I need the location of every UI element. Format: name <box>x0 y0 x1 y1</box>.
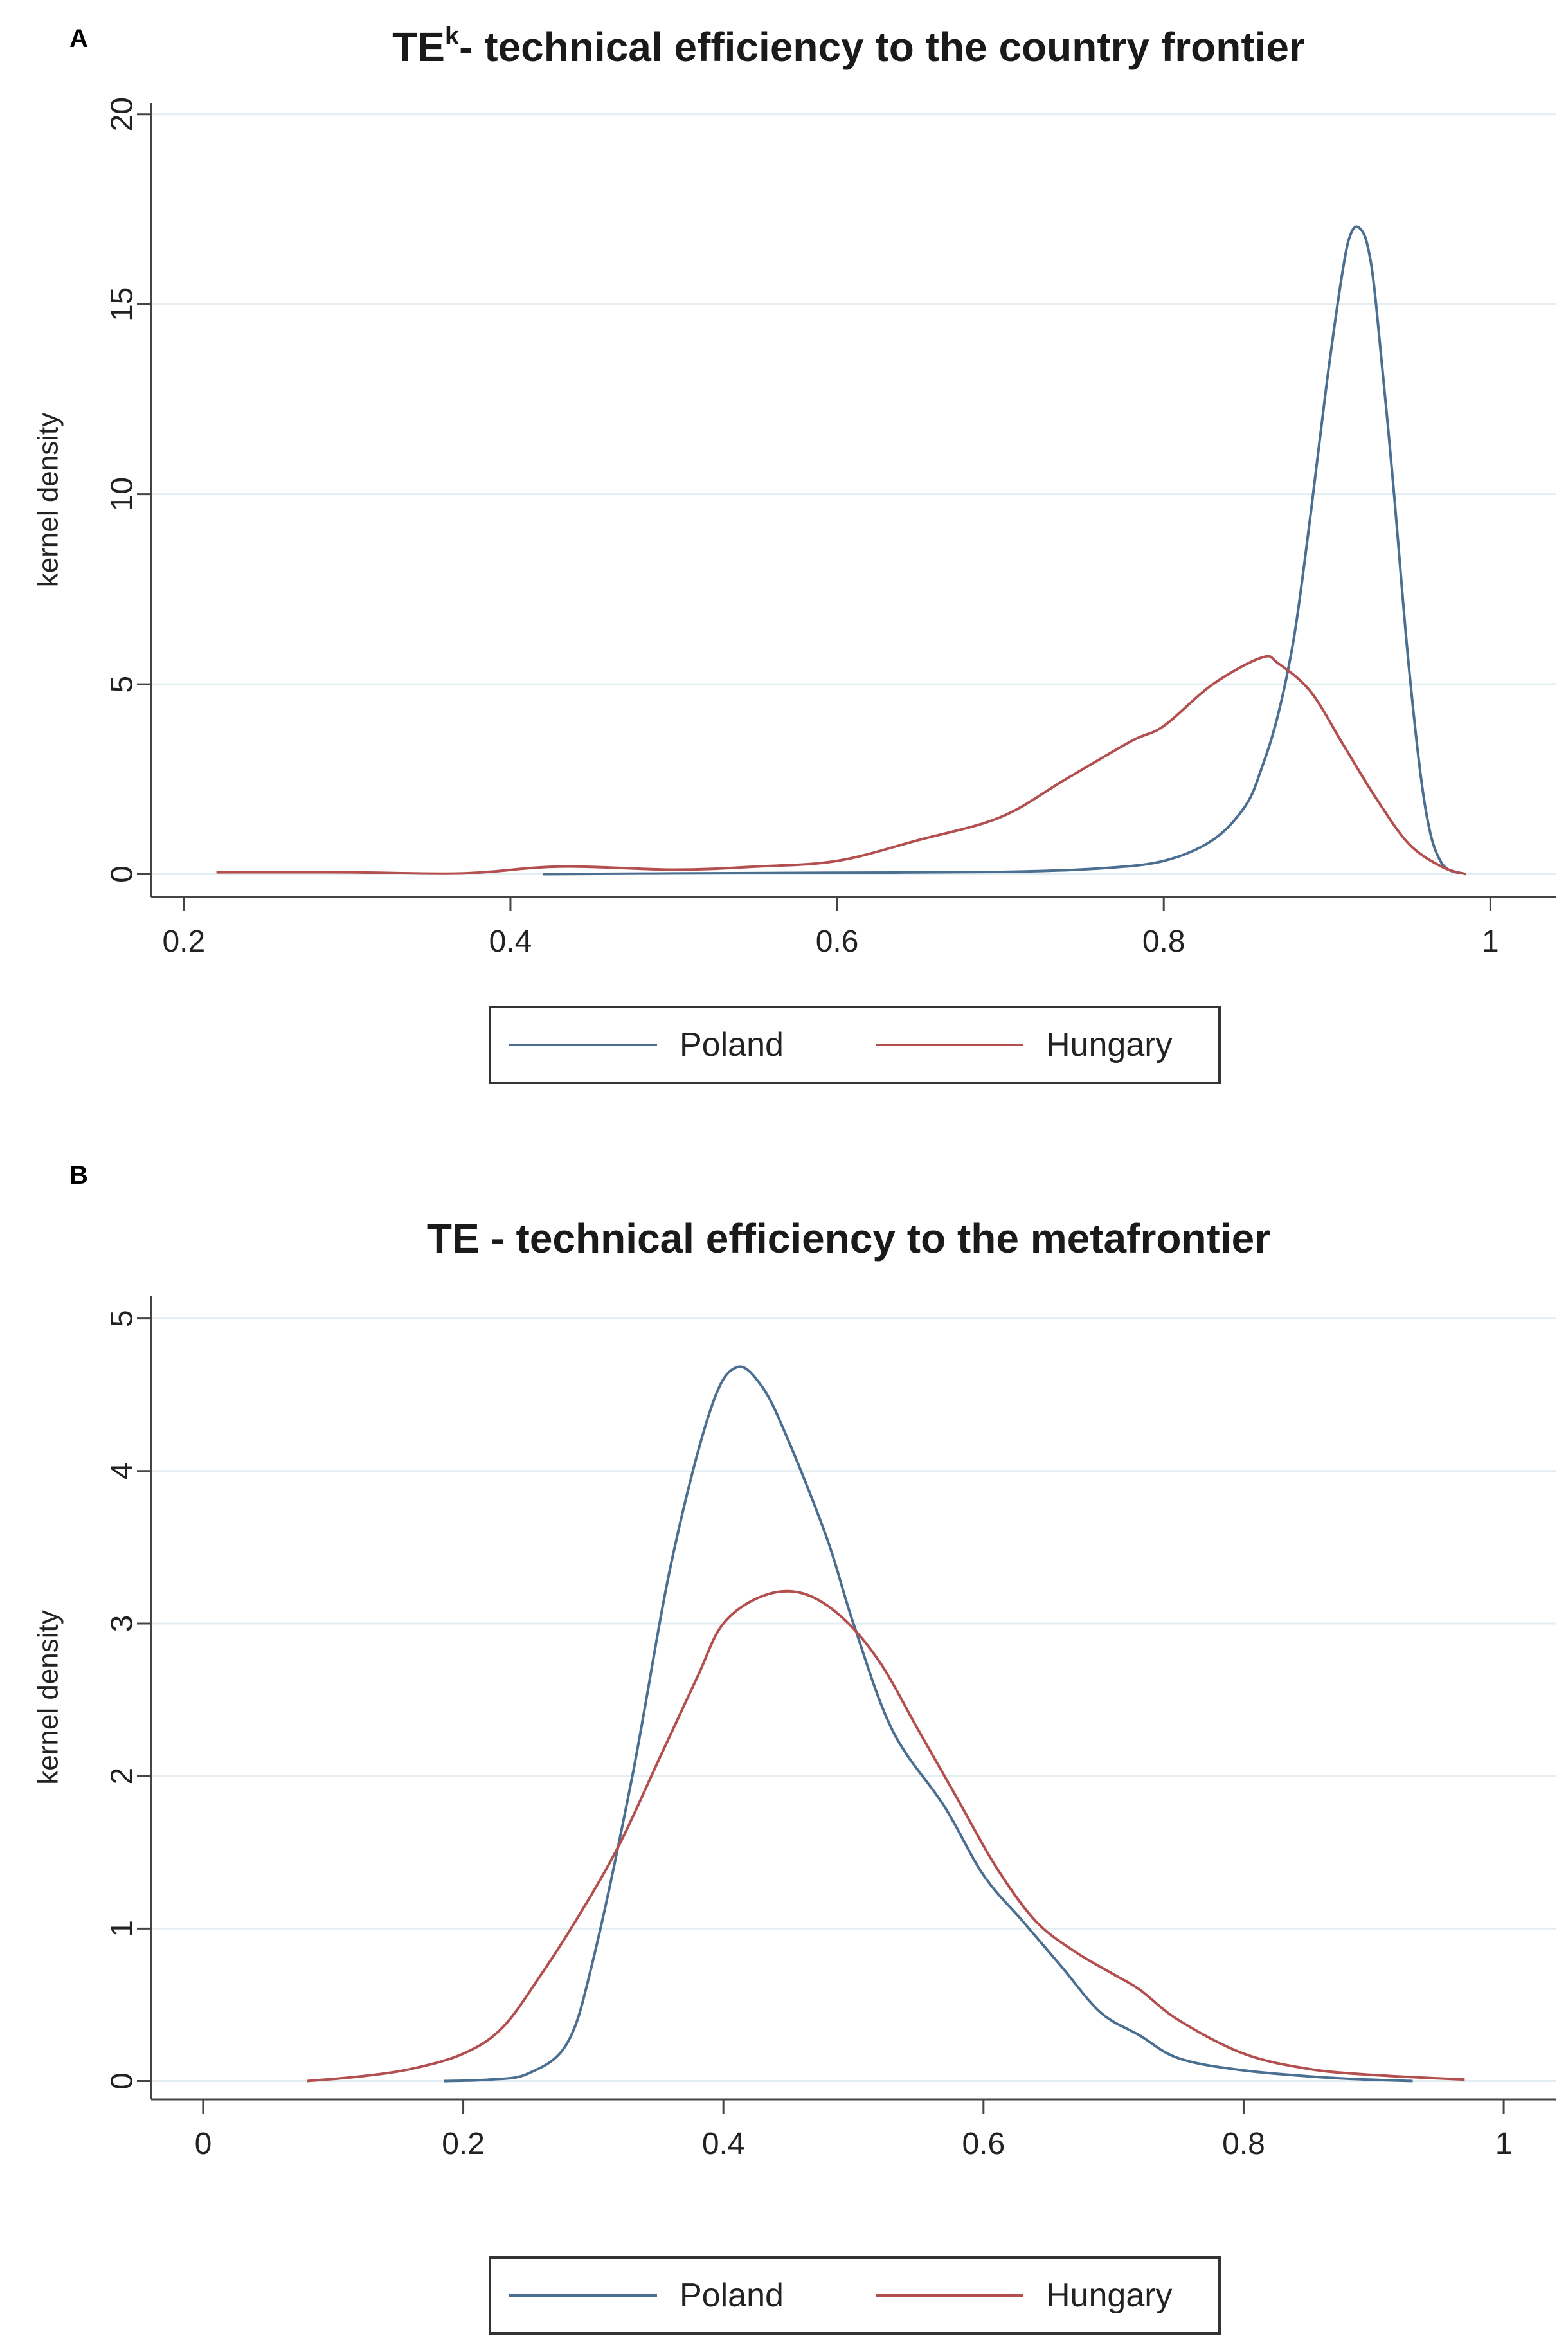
y-tick-label: 5 <box>105 1310 140 1327</box>
y-axis-label: kernel density <box>33 413 64 587</box>
y-tick-label: 15 <box>105 287 140 321</box>
y-tick-label: 1 <box>105 1920 140 1937</box>
series-line-poland <box>543 225 1467 876</box>
x-tick-label: 0.6 <box>816 925 859 959</box>
chart-title: TEk- technical efficiency to the country… <box>392 22 1305 70</box>
x-tick-label: 0.6 <box>962 2127 1005 2161</box>
chart-title: TE - technical efficiency to the metafro… <box>427 1215 1270 1262</box>
y-tick-label: 2 <box>105 1768 140 1785</box>
legend-label-hungary: Hungary <box>1046 1026 1173 1064</box>
series-line-poland <box>444 1365 1413 2083</box>
legend-label-hungary: Hungary <box>1046 2277 1173 2314</box>
y-tick-label: 5 <box>105 676 140 693</box>
y-tick-label: 10 <box>105 477 140 511</box>
x-tick-label: 0.8 <box>1142 925 1185 959</box>
y-axis-label: kernel density <box>33 1610 64 1784</box>
legend-label-poland: Poland <box>680 2277 784 2314</box>
chart-b: TE - technical efficiency to the metafro… <box>33 1215 1556 2335</box>
panel-a: A TEk- technical efficiency to the count… <box>0 0 1568 1157</box>
panel-label: B <box>69 1161 88 1190</box>
title-rest: - technical efficiency to the country fr… <box>459 24 1305 70</box>
x-tick-label: 0.2 <box>442 2127 485 2161</box>
x-tick-label: 0 <box>195 2127 212 2161</box>
series-line-hungary <box>307 1589 1465 2083</box>
y-tick-label: 3 <box>105 1615 140 1633</box>
x-tick-label: 0.2 <box>162 925 205 959</box>
x-tick-label: 0.4 <box>489 925 532 959</box>
x-tick-label: 1 <box>1495 2127 1513 2161</box>
x-tick-label: 0.4 <box>702 2127 745 2161</box>
x-tick-label: 0.8 <box>1222 2127 1265 2161</box>
y-tick-label: 4 <box>105 1462 140 1480</box>
series-line-hungary <box>216 655 1466 876</box>
title-superscript: k <box>445 22 460 50</box>
legend-label-poland: Poland <box>680 1026 784 1064</box>
title-main: TE <box>392 24 445 70</box>
x-tick-label: 1 <box>1482 925 1499 959</box>
y-tick-label: 0 <box>105 2072 140 2090</box>
chart-a: TEk- technical efficiency to the country… <box>33 22 1556 1084</box>
y-tick-label: 20 <box>105 97 140 131</box>
panel-b: B TE - technical efficiency to the metaf… <box>0 1157 1568 2335</box>
title-main: TE - technical efficiency to the metafro… <box>427 1215 1270 1262</box>
y-tick-label: 0 <box>105 865 140 883</box>
panel-label: A <box>69 24 88 53</box>
